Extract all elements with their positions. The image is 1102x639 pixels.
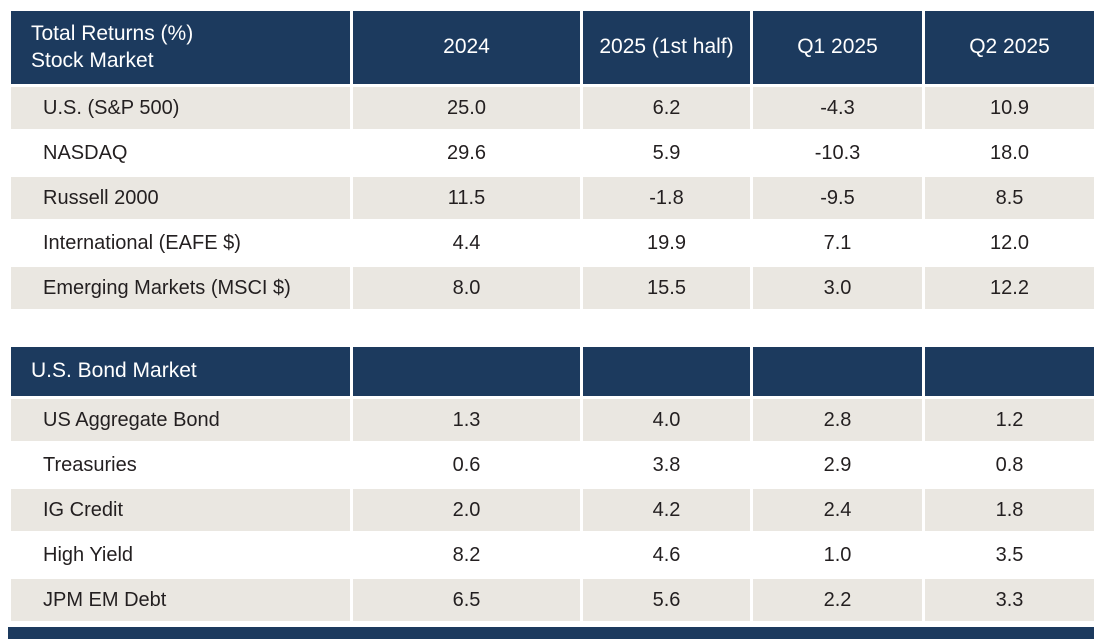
- value-cell: 2.2: [750, 576, 925, 624]
- row-label: Treasuries: [8, 441, 353, 489]
- value-cell: 1.8: [922, 486, 1097, 534]
- value-cell: -4.3: [750, 84, 925, 132]
- row-label: NASDAQ: [8, 129, 353, 177]
- value-cell: 6.5: [350, 576, 583, 624]
- row-label: IG Credit: [8, 486, 353, 534]
- row-label: International (EAFE $): [8, 219, 353, 267]
- value-cell: 5.6: [580, 576, 753, 624]
- value-cell: 0.6: [350, 441, 583, 489]
- value-cell: 4.2: [580, 486, 753, 534]
- column-header-2025-first-half: 2025 (1st half): [580, 8, 753, 87]
- column-header-q2-2025: Q2 2025: [922, 8, 1097, 87]
- value-cell: 6.2: [580, 84, 753, 132]
- value-cell: 15.5: [580, 264, 753, 312]
- stock-table-body: U.S. (S&P 500) 25.0 6.2 -4.3 10.9 NASDAQ…: [8, 84, 1097, 312]
- value-cell: 25.0: [350, 84, 583, 132]
- value-cell: 8.2: [350, 531, 583, 579]
- column-header-q1-2025: Q1 2025: [750, 8, 925, 87]
- value-cell: 2.0: [350, 486, 583, 534]
- bond-market-table: U.S. Bond Market US Aggregate Bond 1.3 4…: [8, 344, 1097, 624]
- empty-header-cell: [580, 344, 753, 399]
- value-cell: 11.5: [350, 174, 583, 222]
- value-cell: 3.0: [750, 264, 925, 312]
- value-cell: 8.0: [350, 264, 583, 312]
- section-spacer: [8, 312, 1094, 344]
- value-cell: 18.0: [922, 129, 1097, 177]
- bond-table-header: U.S. Bond Market: [8, 344, 1097, 399]
- stock-header-title: Total Returns (%) Stock Market: [8, 8, 353, 87]
- table-row: High Yield 8.2 4.6 1.0 3.5: [8, 531, 1097, 579]
- bottom-accent-bar: [8, 627, 1094, 639]
- table-title-line1: Total Returns (%): [31, 22, 194, 46]
- row-label: High Yield: [8, 531, 353, 579]
- empty-header-cell: [750, 344, 925, 399]
- table-row: Russell 2000 11.5 -1.8 -9.5 8.5: [8, 174, 1097, 222]
- empty-header-cell: [350, 344, 583, 399]
- value-cell: 10.9: [922, 84, 1097, 132]
- value-cell: 29.6: [350, 129, 583, 177]
- stock-market-table: Total Returns (%) Stock Market 2024 2025…: [8, 8, 1097, 312]
- header-row: U.S. Bond Market: [8, 344, 1097, 399]
- empty-header-cell: [922, 344, 1097, 399]
- table-row: International (EAFE $) 4.4 19.9 7.1 12.0: [8, 219, 1097, 267]
- table-title-line2: Stock Market: [31, 48, 154, 72]
- bond-table-body: US Aggregate Bond 1.3 4.0 2.8 1.2 Treasu…: [8, 396, 1097, 624]
- value-cell: 12.2: [922, 264, 1097, 312]
- value-cell: -10.3: [750, 129, 925, 177]
- value-cell: 7.1: [750, 219, 925, 267]
- value-cell: 3.3: [922, 576, 1097, 624]
- row-label: U.S. (S&P 500): [8, 84, 353, 132]
- row-label: JPM EM Debt: [8, 576, 353, 624]
- value-cell: 19.9: [580, 219, 753, 267]
- value-cell: 1.2: [922, 396, 1097, 444]
- value-cell: 3.8: [580, 441, 753, 489]
- value-cell: 3.5: [922, 531, 1097, 579]
- value-cell: 12.0: [922, 219, 1097, 267]
- value-cell: 0.8: [922, 441, 1097, 489]
- value-cell: -9.5: [750, 174, 925, 222]
- table-row: US Aggregate Bond 1.3 4.0 2.8 1.2: [8, 396, 1097, 444]
- table-row: JPM EM Debt 6.5 5.6 2.2 3.3: [8, 576, 1097, 624]
- column-header-2024: 2024: [350, 8, 583, 87]
- value-cell: 8.5: [922, 174, 1097, 222]
- table-row: IG Credit 2.0 4.2 2.4 1.8: [8, 486, 1097, 534]
- value-cell: 4.6: [580, 531, 753, 579]
- value-cell: -1.8: [580, 174, 753, 222]
- value-cell: 2.8: [750, 396, 925, 444]
- row-label: Russell 2000: [8, 174, 353, 222]
- table-row: NASDAQ 29.6 5.9 -10.3 18.0: [8, 129, 1097, 177]
- table-row: Treasuries 0.6 3.8 2.9 0.8: [8, 441, 1097, 489]
- value-cell: 2.9: [750, 441, 925, 489]
- table-row: U.S. (S&P 500) 25.0 6.2 -4.3 10.9: [8, 84, 1097, 132]
- bond-header-title: U.S. Bond Market: [8, 344, 353, 399]
- stock-table-header: Total Returns (%) Stock Market 2024 2025…: [8, 8, 1097, 87]
- value-cell: 4.0: [580, 396, 753, 444]
- header-row: Total Returns (%) Stock Market 2024 2025…: [8, 8, 1097, 87]
- value-cell: 1.3: [350, 396, 583, 444]
- value-cell: 5.9: [580, 129, 753, 177]
- value-cell: 4.4: [350, 219, 583, 267]
- value-cell: 1.0: [750, 531, 925, 579]
- row-label: Emerging Markets (MSCI $): [8, 264, 353, 312]
- value-cell: 2.4: [750, 486, 925, 534]
- table-row: Emerging Markets (MSCI $) 8.0 15.5 3.0 1…: [8, 264, 1097, 312]
- row-label: US Aggregate Bond: [8, 396, 353, 444]
